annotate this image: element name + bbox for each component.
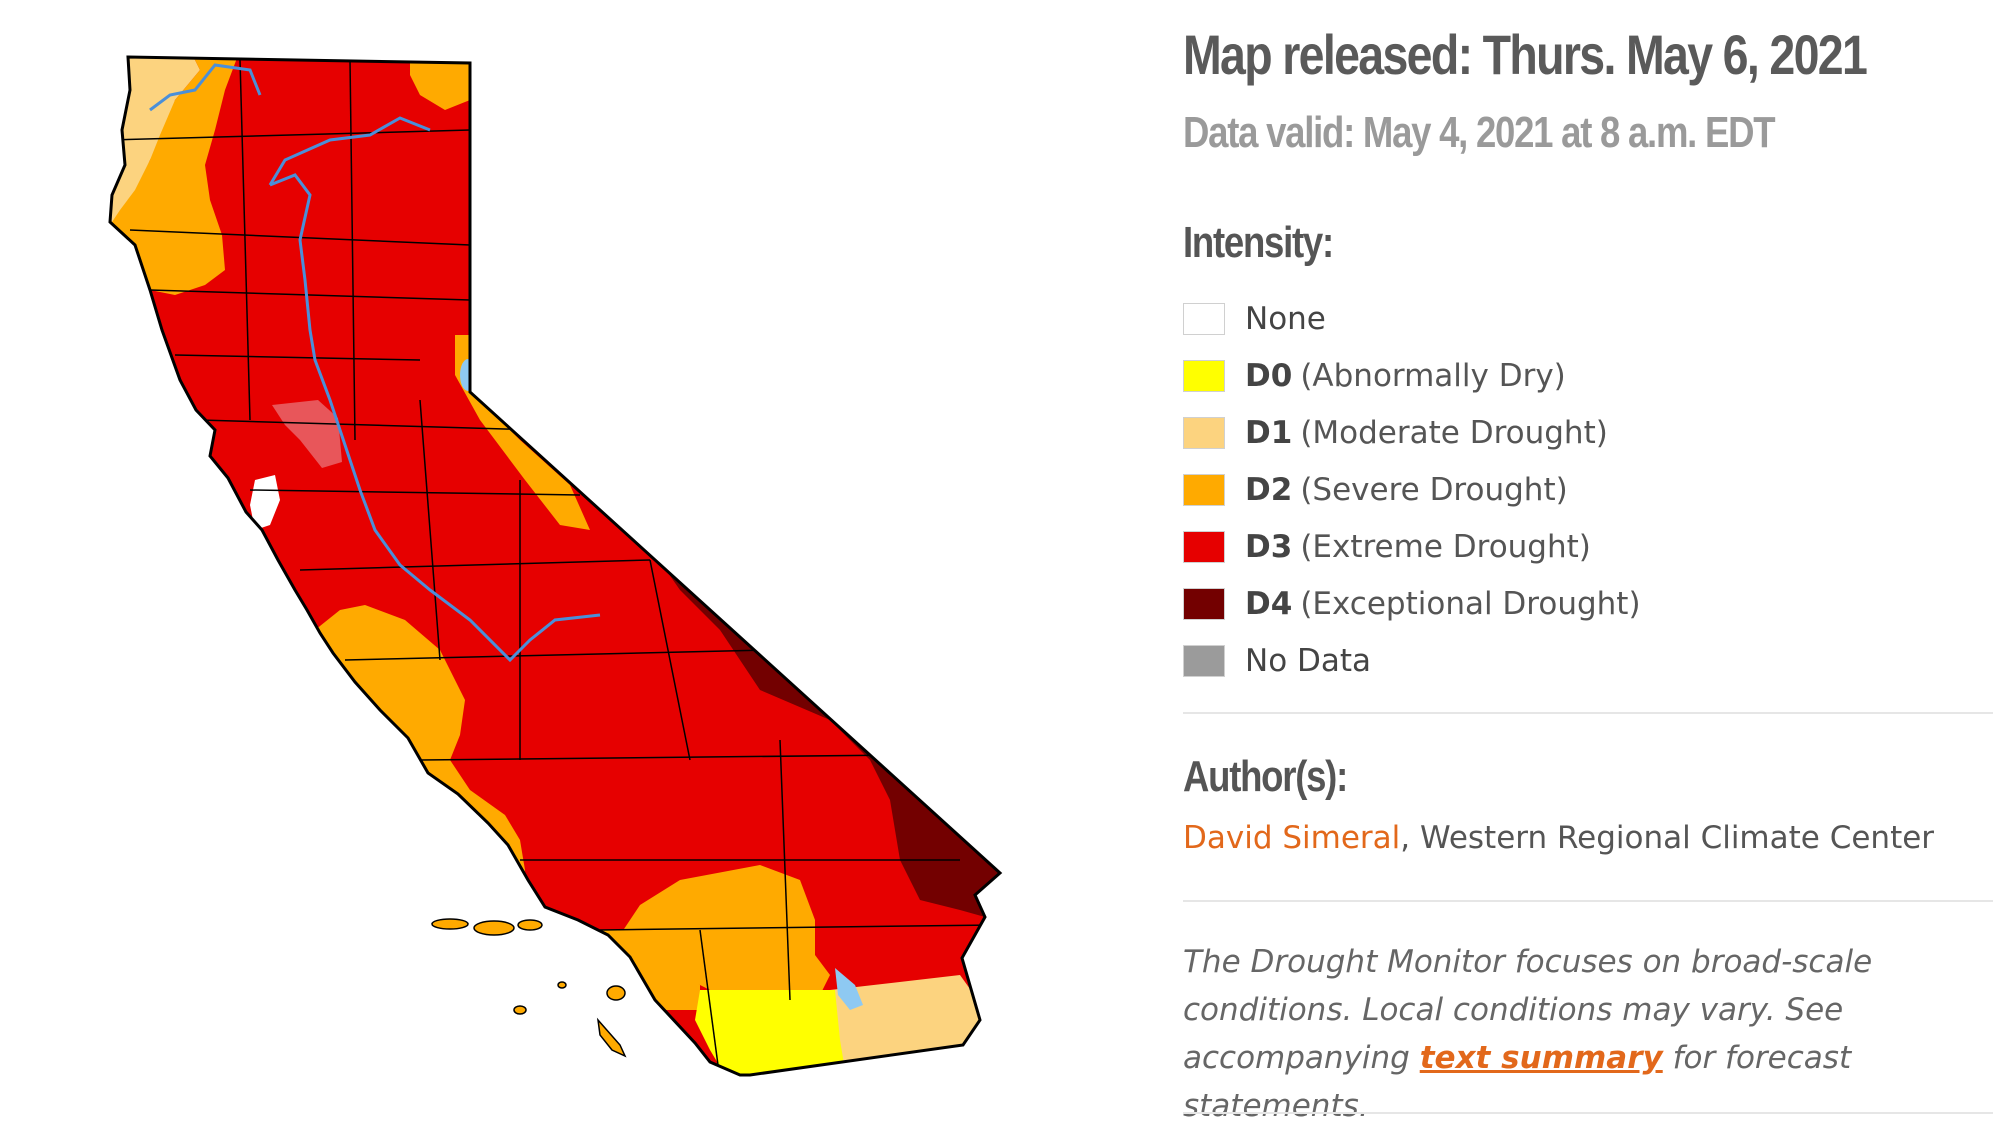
disclaimer-note: The Drought Monitor focuses on broad-sca… — [1183, 938, 1993, 1130]
legend-item-d4: D4 (Exceptional Drought) — [1183, 575, 1641, 632]
legend-label: None — [1245, 300, 1326, 337]
legend-description: (Abnormally Dry) — [1300, 357, 1566, 394]
salton-sea — [835, 968, 863, 1010]
d2-sierra-strip — [455, 335, 590, 530]
legend-swatch — [1183, 644, 1225, 677]
legend-description: (Extreme Drought) — [1300, 528, 1591, 565]
klamath-river — [149, 63, 262, 112]
legend-item-no-data: No Data — [1183, 632, 1641, 689]
channel-islands — [431, 918, 627, 1058]
legend-code: D2 — [1245, 471, 1293, 508]
map-release-title: Map released: Thurs. May 6, 2021 — [1183, 23, 1868, 86]
info-panel: Map released: Thurs. May 6, 2021 Data va… — [1183, 0, 2000, 1124]
pit-river — [268, 116, 431, 186]
d4-exceptional-drought-area — [645, 540, 1000, 917]
authors-heading: Author(s): — [1183, 752, 1348, 801]
d0-san-diego-area — [695, 990, 845, 1075]
legend-swatch — [1183, 359, 1225, 392]
california-map-svg — [108, 55, 1002, 1077]
sacramento-san-joaquin-river — [269, 173, 601, 663]
lake-tahoe — [460, 359, 476, 391]
legend-item-d0: D0 (Abnormally Dry) — [1183, 347, 1641, 404]
legend-description: (Moderate Drought) — [1300, 414, 1608, 451]
legend-swatch — [1183, 302, 1225, 335]
intensity-legend: None D0 (Abnormally Dry) D1 (Moderate Dr… — [1183, 290, 1641, 689]
author-name-link[interactable]: David Simeral — [1183, 820, 1401, 856]
rivers — [149, 63, 601, 663]
legend-swatch — [1183, 416, 1225, 449]
county-borders — [110, 59, 991, 1075]
note-text: The Drought Monitor focuses on broad-sca… — [1183, 944, 1873, 1076]
legend-swatch — [1183, 587, 1225, 620]
divider — [1183, 900, 1993, 902]
sacramento-highlight-area — [272, 400, 342, 468]
author-line: David Simeral, Western Regional Climate … — [1183, 820, 1934, 856]
legend-item-d3: D3 (Extreme Drought) — [1183, 518, 1641, 575]
drought-map — [108, 55, 1002, 1077]
legend-item-d1: D1 (Moderate Drought) — [1183, 404, 1641, 461]
sf-bay-water — [250, 475, 280, 530]
divider — [1183, 712, 1993, 714]
legend-swatch — [1183, 473, 1225, 506]
legend-code: D4 — [1245, 585, 1293, 622]
drought-intensity-layers — [110, 57, 1000, 1075]
legend-code: D0 — [1245, 357, 1293, 394]
intensity-heading: Intensity: — [1183, 218, 1334, 267]
legend-code: D3 — [1245, 528, 1293, 565]
d2-northeast-area — [410, 58, 470, 110]
divider — [1183, 1112, 1993, 1114]
text-summary-link[interactable]: text summary — [1419, 1040, 1663, 1076]
data-valid-line: Data valid: May 4, 2021 at 8 a.m. EDT — [1183, 108, 1776, 157]
legend-description: (Severe Drought) — [1300, 471, 1568, 508]
legend-item-d2: D2 (Severe Drought) — [1183, 461, 1641, 518]
author-affiliation: , Western Regional Climate Center — [1400, 820, 1935, 856]
legend-label: No Data — [1245, 642, 1372, 679]
legend-swatch — [1183, 530, 1225, 563]
legend-item-none: None — [1183, 290, 1641, 347]
legend-code: D1 — [1245, 414, 1293, 451]
legend-description: (Exceptional Drought) — [1300, 585, 1641, 622]
